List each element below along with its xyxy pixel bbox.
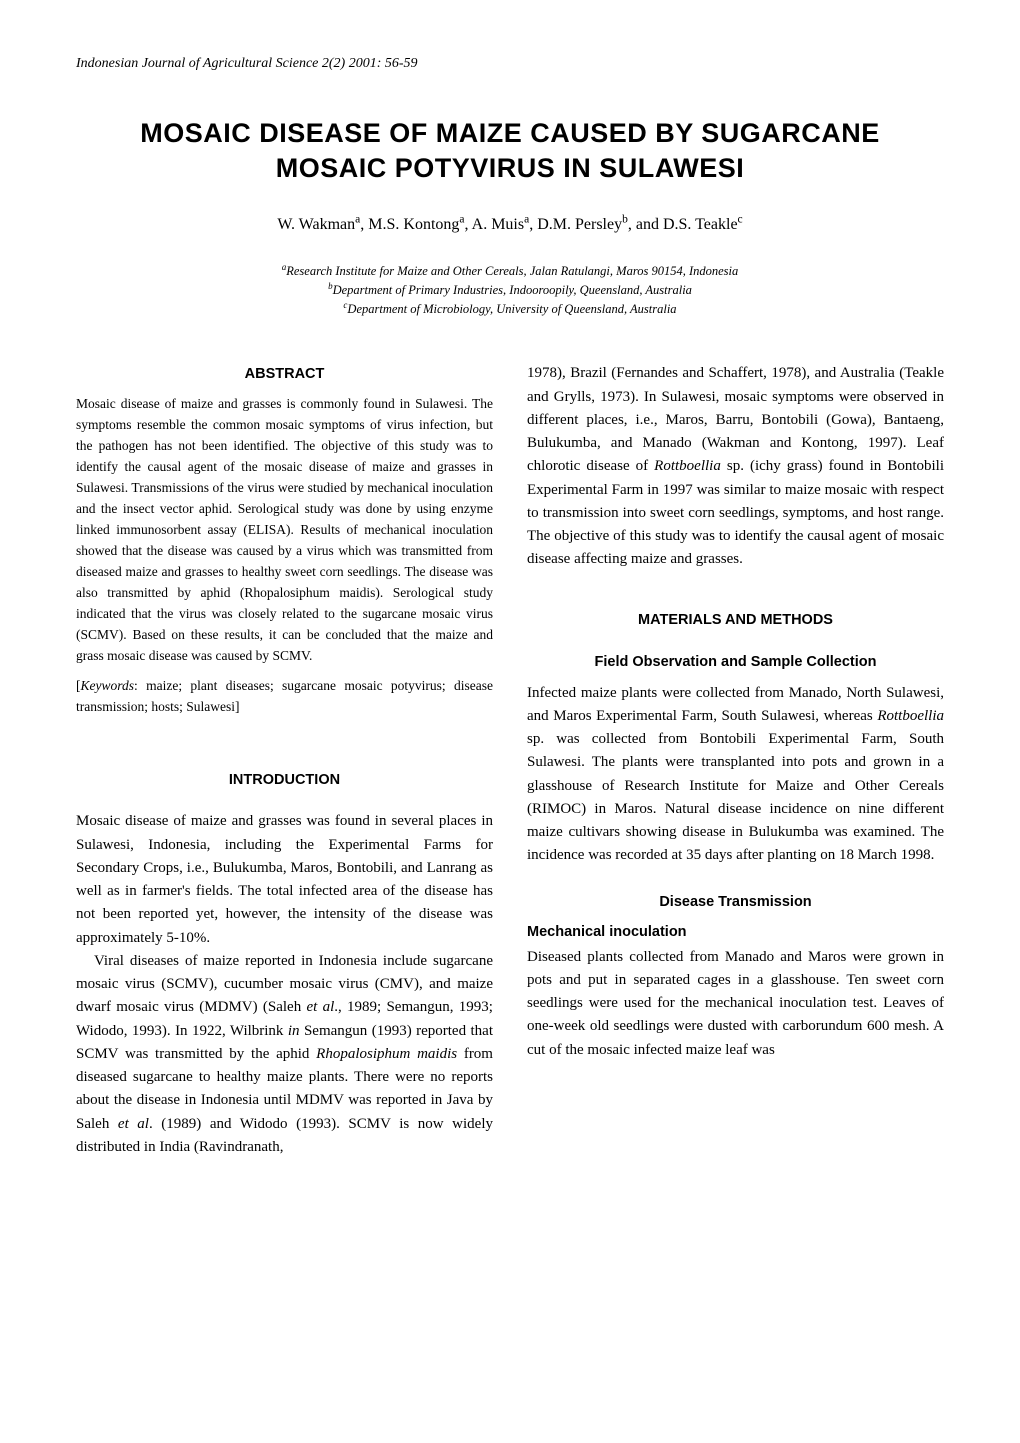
aff-a: Research Institute for Maize and Other C… — [286, 264, 738, 278]
abstract-body: Mosaic disease of maize and grasses is c… — [76, 394, 493, 666]
intro-heading: INTRODUCTION — [76, 772, 493, 788]
author-5: , and D.S. Teakle — [628, 216, 738, 233]
affiliations: aResearch Institute for Maize and Other … — [76, 262, 944, 318]
etal-1: et al — [306, 999, 334, 1015]
spacer — [527, 640, 944, 650]
spacer — [527, 572, 944, 608]
aff-b: Department of Primary Industries, Indoor… — [333, 283, 692, 297]
author-line: W. Wakmana, M.S. Kontonga, A. Muisa, D.M… — [76, 216, 944, 234]
intro-paragraph-2: Viral diseases of maize reported in Indo… — [76, 950, 493, 1159]
column-layout: ABSTRACT Mosaic disease of maize and gra… — [76, 362, 944, 1159]
field-b: sp. was collected from Bontobili Experim… — [527, 731, 944, 863]
mechanical-inoculation-paragraph: Diseased plants collected from Manado an… — [527, 946, 944, 1062]
species-rhopalosiphum: Rhopalosiphum maidis — [316, 1046, 457, 1062]
in-ital: in — [288, 1023, 300, 1039]
abstract-heading: ABSTRACT — [76, 366, 493, 382]
left-column: ABSTRACT Mosaic disease of maize and gra… — [76, 362, 493, 1159]
title-line-2: MOSAIC POTYVIRUS IN SULAWESI — [276, 153, 745, 183]
continued-paragraph: 1978), Brazil (Fernandes and Schaffert, … — [527, 362, 944, 571]
field-obs-paragraph: Infected maize plants were collected fro… — [527, 682, 944, 868]
field-obs-heading: Field Observation and Sample Collection — [527, 654, 944, 670]
col2-b: sp. (ichy grass) found in Bontobili Expe… — [527, 458, 944, 567]
kw-label: Keywords — [81, 678, 135, 693]
kw-text: : maize; plant diseases; sugarcane mosai… — [76, 678, 493, 714]
intro-paragraph-1: Mosaic disease of maize and grasses was … — [76, 810, 493, 950]
spacer — [527, 868, 944, 890]
disease-transmission-heading: Disease Transmission — [527, 894, 944, 910]
author-4: , D.M. Persley — [529, 216, 622, 233]
aff-c: Department of Microbiology, University o… — [347, 302, 676, 316]
keywords-line: [Keywords: maize; plant diseases; sugarc… — [76, 676, 493, 718]
title-line-1: MOSAIC DISEASE OF MAIZE CAUSED BY SUGARC… — [140, 118, 880, 148]
spacer — [76, 746, 493, 768]
materials-methods-heading: MATERIALS AND METHODS — [527, 612, 944, 628]
affil-sup-c: c — [738, 214, 743, 226]
etal-2: et al — [118, 1116, 149, 1132]
author-2: , M.S. Kontong — [360, 216, 459, 233]
page: Indonesian Journal of Agricultural Scien… — [0, 0, 1020, 1443]
author-3: , A. Muis — [465, 216, 525, 233]
spacer — [76, 800, 493, 810]
species-rottboellia-2: Rottboellia — [877, 708, 944, 724]
running-head: Indonesian Journal of Agricultural Scien… — [76, 56, 944, 72]
mechanical-inoculation-heading: Mechanical inoculation — [527, 924, 944, 940]
article-title: MOSAIC DISEASE OF MAIZE CAUSED BY SUGARC… — [76, 116, 944, 186]
right-column: 1978), Brazil (Fernandes and Schaffert, … — [527, 362, 944, 1159]
author-1: W. Wakman — [277, 216, 355, 233]
species-rottboellia-1: Rottboellia — [654, 458, 721, 474]
